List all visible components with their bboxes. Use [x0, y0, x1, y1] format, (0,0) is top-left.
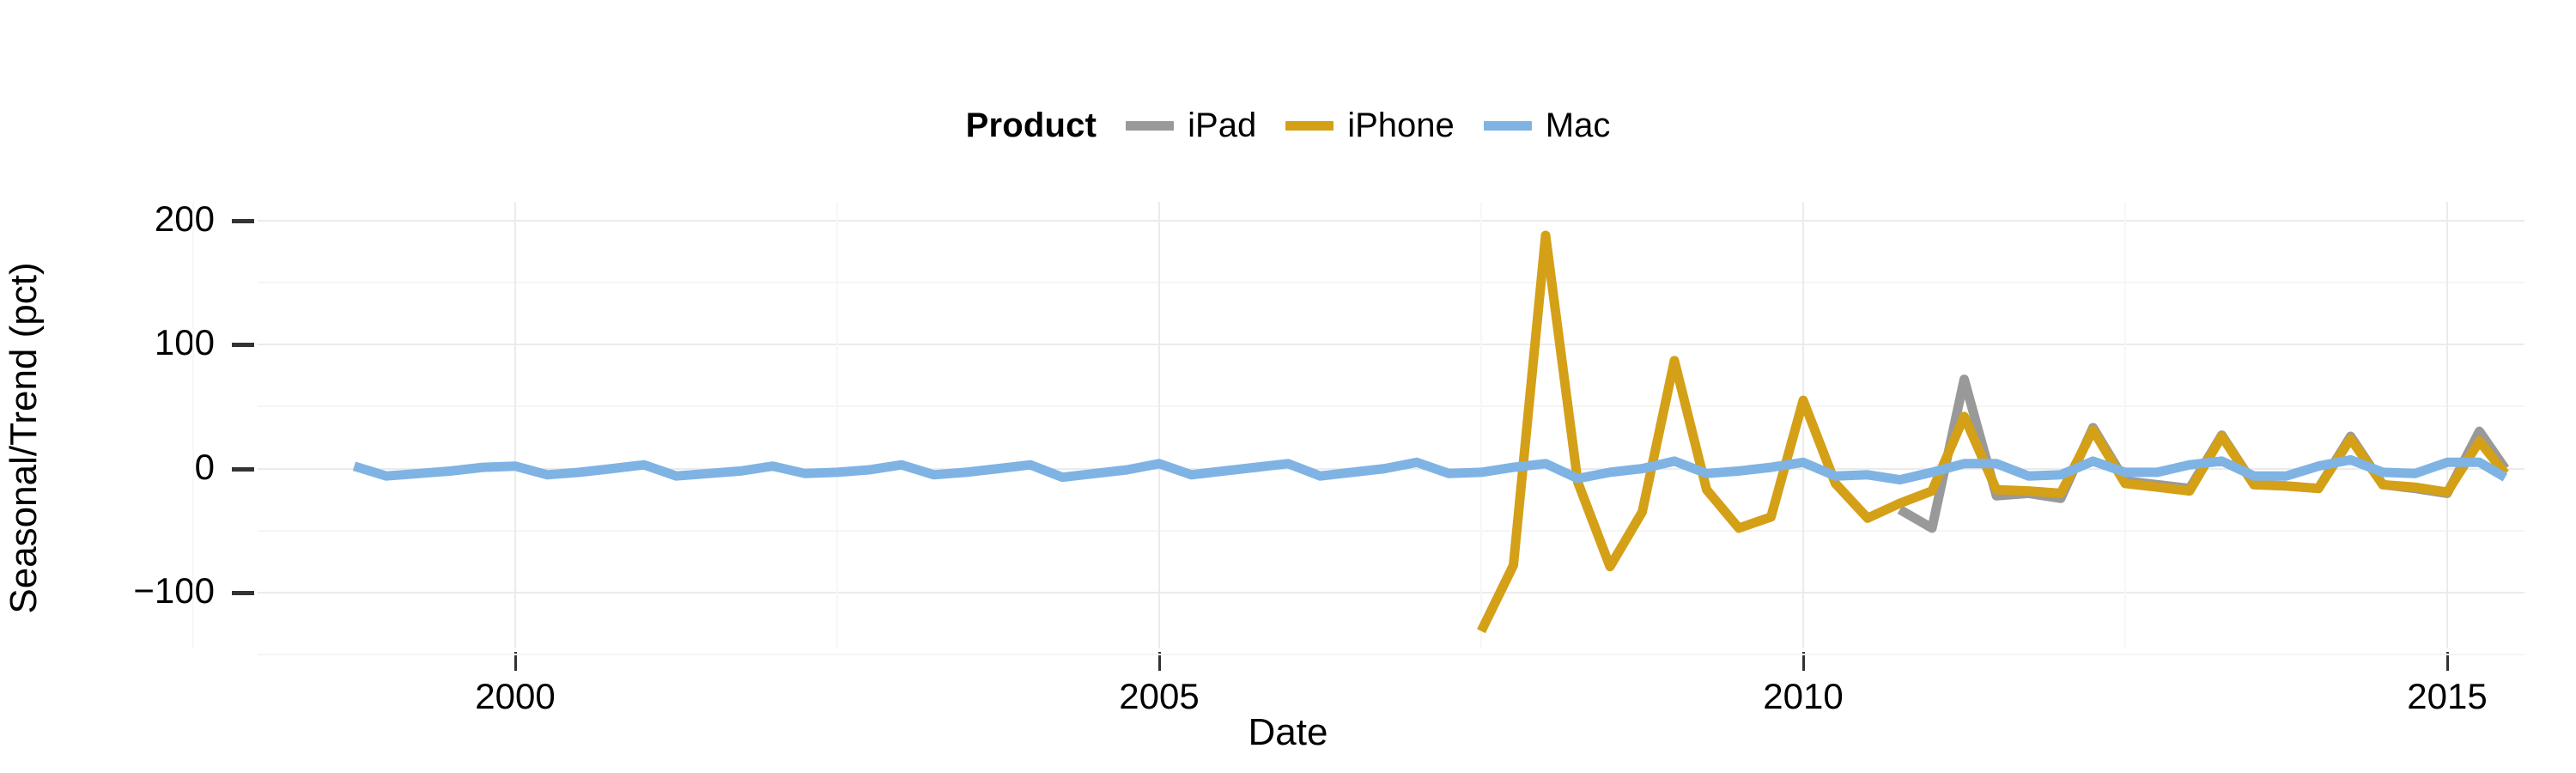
y-tick-mark	[232, 343, 254, 348]
gridline-minor-vertical	[192, 202, 194, 648]
x-tick-label: 2010	[1763, 676, 1844, 716]
y-tick-label: 0	[194, 446, 215, 487]
y-tick-label: 200	[154, 198, 215, 239]
gridline-major-horizontal	[258, 219, 2524, 222]
y-tick-mark	[232, 591, 254, 595]
gridline-minor-vertical	[1480, 202, 1482, 648]
legend-title: Product	[965, 106, 1097, 144]
line-swatch-icon-mac	[1483, 120, 1532, 131]
plot-panel	[192, 202, 2524, 656]
gridline-major-vertical	[1158, 202, 1160, 648]
legend-item-label: iPhone	[1347, 106, 1455, 144]
legend-item-label: iPad	[1188, 106, 1257, 144]
legend-item-ipad[interactable]: iPad	[1126, 107, 1256, 145]
gridline-major-horizontal	[258, 592, 2524, 593]
legend-item-label: Mac	[1545, 106, 1611, 144]
x-axis-title: Date	[1248, 711, 1328, 753]
gridline-major-horizontal	[258, 344, 2524, 346]
line-swatch-icon-iphone	[1285, 120, 1334, 131]
gridline-minor-vertical	[836, 202, 838, 648]
gridline-major-vertical	[2446, 202, 2448, 648]
gridline-minor-horizontal	[258, 405, 2524, 408]
series-lines	[352, 230, 2510, 634]
gridline-minor-horizontal	[258, 654, 2524, 656]
legend-item-mac[interactable]: Mac	[1483, 106, 1611, 145]
line-swatch-icon-ipad	[1126, 120, 1175, 131]
y-tick-mark	[232, 466, 254, 472]
x-tick-label: 2000	[475, 676, 556, 716]
y-tick-mark	[232, 218, 254, 223]
series-line-ipad	[1897, 374, 2510, 533]
gridline-major-vertical	[1802, 202, 1804, 648]
gridline-minor-horizontal	[258, 529, 2524, 532]
chart-legend: Product iPad iPhone Mac	[0, 101, 2576, 149]
y-tick-label: 100	[154, 322, 215, 363]
y-tick-label: −100	[133, 570, 215, 611]
x-tick-label: 2015	[2407, 676, 2488, 716]
gridline-minor-vertical	[2124, 202, 2126, 648]
x-tick-mark	[1158, 652, 1161, 671]
gridline-major-vertical	[514, 202, 516, 648]
x-tick-label: 2005	[1119, 676, 1200, 716]
series-line-mac	[352, 454, 2508, 485]
x-tick-mark	[1802, 652, 1805, 671]
x-tick-mark	[514, 652, 517, 671]
gridline-minor-horizontal	[258, 281, 2524, 283]
legend-item-iphone[interactable]: iPhone	[1285, 107, 1455, 145]
x-tick-mark	[2446, 652, 2449, 671]
